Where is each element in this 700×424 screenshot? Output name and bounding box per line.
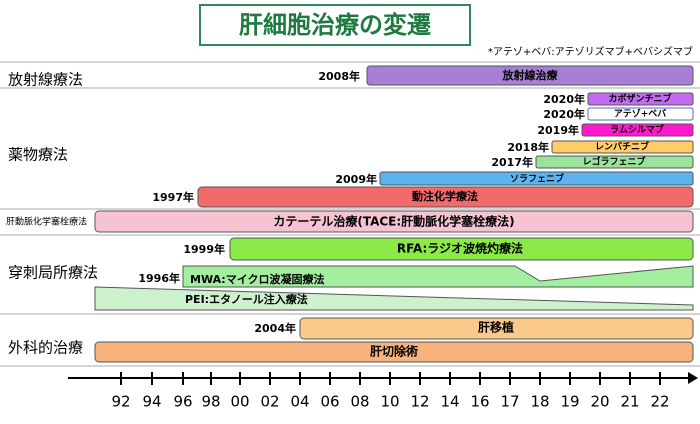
bar-label: 肝移植 — [478, 320, 514, 335]
bar — [94, 210, 694, 233]
tick-label: 12 — [410, 393, 429, 411]
year-label: 1996年 — [138, 271, 180, 285]
bar-label: 肝切除術 — [370, 344, 418, 359]
axis-arrow — [688, 372, 698, 384]
year-label: 1997年 — [152, 190, 194, 204]
tick-label: 17 — [500, 393, 519, 411]
year-label: 2020年 — [543, 92, 585, 106]
bar — [366, 65, 694, 86]
tick-label: 18 — [530, 393, 549, 411]
bar-label: レゴラフェニブ — [582, 156, 645, 168]
section-label: 肝動脈化学塞栓療法 — [6, 216, 87, 228]
tick-label: 20 — [590, 393, 609, 411]
year-label: 1999年 — [183, 242, 225, 256]
bar — [299, 317, 694, 340]
bar-label: ソラフェニブ — [510, 173, 564, 185]
title-box — [199, 4, 471, 46]
section-label: 外科的治療 — [8, 339, 83, 357]
bar-label: RFA:ラジオ波焼灼療法 — [397, 241, 523, 256]
bar — [94, 341, 694, 363]
section-label: 穿刺局所療法 — [8, 264, 98, 282]
bar-label: PEI:エタノール注入療法 — [185, 292, 308, 306]
year-label: 2018年 — [507, 140, 549, 154]
tick-label: 02 — [260, 393, 279, 411]
tick-label: 21 — [620, 393, 639, 411]
bar — [587, 92, 694, 106]
tick-label: 98 — [201, 393, 220, 411]
bar — [551, 140, 694, 154]
bar — [587, 107, 694, 121]
year-label: 2004年 — [254, 321, 296, 335]
bar-label: カボザンチニブ — [608, 93, 671, 105]
section-label: 放射線療法 — [8, 71, 83, 89]
year-label: 2019年 — [537, 123, 579, 137]
bar-label: 動注化学療法 — [412, 189, 478, 203]
bar — [94, 286, 694, 311]
year-label: 2009年 — [335, 172, 377, 186]
bar — [182, 265, 694, 288]
tick-label: 04 — [290, 393, 309, 411]
bar-label: アテゾ+ベバ — [614, 108, 667, 120]
year-label: 2008年 — [318, 69, 360, 83]
title: 肝細胞治療の変遷 — [239, 11, 431, 39]
tick-label: 19 — [560, 393, 579, 411]
tick-label: 08 — [350, 393, 369, 411]
section-label: 薬物療法 — [8, 146, 68, 164]
tick-label: 06 — [320, 393, 339, 411]
bar-label: 放射線治療 — [502, 68, 559, 82]
bar-label: MWA:マイクロ波凝固療法 — [190, 272, 324, 286]
tick-label: 22 — [650, 393, 669, 411]
tick-label: 00 — [230, 393, 249, 411]
tick-label: 92 — [111, 393, 130, 411]
bar-label: ラムシルマブ — [610, 124, 664, 136]
bar-label: レンバチニブ — [595, 141, 649, 153]
tick-label: 16 — [470, 393, 489, 411]
axis-ticks: 92 94 96 98 00 02 04 06 08 10 12 14 16 17 18 19 20 21 22 — [111, 372, 670, 411]
bar — [197, 186, 694, 208]
bar — [379, 171, 694, 186]
note: *アテゾ+ベバ:アテゾリズマブ+ベバシズマブ — [488, 45, 693, 58]
bar — [229, 237, 694, 261]
tick-label: 10 — [380, 393, 399, 411]
bar — [535, 155, 694, 169]
bar-label: カテーテル治療(TACE:肝動脈化学塞栓療法) — [273, 214, 514, 229]
tick-label: 14 — [440, 393, 459, 411]
year-label: 2017年 — [491, 155, 533, 169]
separators — [0, 61, 700, 367]
bar — [581, 123, 694, 137]
year-label: 2020年 — [543, 107, 585, 121]
tick-label: 94 — [142, 393, 161, 411]
tick-label: 96 — [173, 393, 192, 411]
